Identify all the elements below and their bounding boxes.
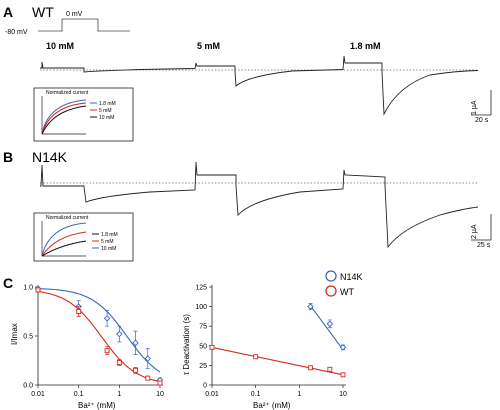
inset-curve-10-b [41,240,87,257]
panel-b-construct: N14K [32,149,68,165]
inset-legend-10-a: 10 mM [99,115,114,121]
inset-legend-1-8-b: 1.8 mM [101,232,118,238]
right-legend: N14K WT [325,270,363,297]
inset-legend-10-b: 10 mM [101,246,116,252]
inset-frame-b [33,212,134,262]
right-point-0-0 [307,303,314,310]
panel-c: C 0.01 0.1 1 100.00.51.0 I/Imax Ba²⁺ (mM) 0… [3,270,363,410]
scalebar-time-label-b: 25 s [477,242,491,249]
left-xtick-label-3: 10 [156,391,164,398]
condition-label-5: 5 mM [197,41,220,51]
left-ytick-label-1: 0.5 [23,334,33,341]
right-marks [209,303,347,378]
legend-marker-n14k [325,270,337,282]
current-trace-wt [40,55,479,116]
inset-legend-1-8-a: 1.8 mM [99,101,116,107]
left-xlabel: Ba²⁺ (mM) [78,401,116,410]
legend-label-n14k: N14K [340,272,363,282]
inset-a: Normalized current 1.8 mM 5 mM 10 mM [33,87,134,142]
left-ytick-label-0: 0.0 [23,383,33,390]
panel-a-letter: A [3,4,13,20]
right-fit-line-0 [310,305,344,351]
panel-c-letter: C [3,275,13,291]
condition-label-1-8: 1.8 mM [350,41,381,51]
left-point-1-4 [133,367,138,373]
legend-label-wt: WT [340,287,354,297]
scalebar-current-label-a: 1 µA [471,100,478,115]
inset-curve-5-b [41,231,87,257]
right-point-0-2 [339,344,347,351]
left-xtick-label-1: 0.1 [74,391,84,398]
scalebar-current-label-b: 2 µA [471,224,478,239]
protocol-holding-label: -80 mV [5,29,28,36]
inset-legend-5-b: 5 mM [101,239,114,245]
right-fit-line-1 [211,346,344,376]
left-ticks: 0.01 0.1 1 10 0.0 0.5 1.0 [23,285,164,399]
inset-title-b: Normalized current [46,215,89,221]
right-point-1-4 [340,372,346,378]
right-ytick-label-3: 75 [199,324,207,331]
left-point-0-3 [116,330,123,338]
left-point-1-2 [104,348,110,354]
left-marks [34,285,164,386]
inset-legend-5-a: 5 mM [99,108,112,114]
right-ytick-label-0: 0 [203,383,207,390]
right-ytick-label-2: 50 [199,343,207,350]
left-xtick-label-2: 1 [117,391,121,398]
panel-b: B N14K 2 µA 25 s Normalized current 1.8 … [3,149,492,262]
panel-a: A WT -80 mV 0 mV 10 mM 5 mM 1.8 mM 1 µA … [3,4,492,142]
left-ylabel: I/Imax [10,323,19,345]
current-trace-n14k [40,161,479,249]
right-xtick-label-2: 1 [297,391,301,398]
left-point-1-0 [35,287,41,293]
chart-inhibition: 0.01 0.1 1 10 0.0 0.5 1.0 I/Imax Ba²⁺ (mM) [10,285,164,410]
inset-curve-5-a [41,102,87,135]
left-point-1-6 [157,380,163,386]
inset-curve-10-a [41,105,87,135]
right-xtick-label-0: 0.01 [205,391,219,398]
legend-marker-wt [325,285,337,297]
panel-b-letter: B [3,149,13,165]
right-xlabel: Ba²⁺ (mM) [253,401,291,410]
panel-a-construct: WT [32,4,54,20]
left-fit-line-1 [37,290,161,383]
right-point-1-3 [327,366,333,372]
left-point-0-2 [103,315,111,322]
right-point-1-1 [253,354,259,360]
right-xtick-label-1: 0.1 [251,391,261,398]
right-ytick-label-1: 25 [199,363,207,370]
condition-label-10: 10 mM [46,41,74,51]
inset-curve-1-8-b [41,222,87,257]
right-ylabel: τ Deactivation (s) [182,314,191,375]
right-point-1-2 [308,365,313,371]
inset-title-a: Normalized current [46,90,89,96]
left-fit-line-0 [37,288,161,373]
scalebar-time-label-a: 20 s [475,117,489,124]
left-point-1-5 [145,375,151,381]
left-point-0-5 [144,355,151,362]
right-ytick-label-4: 100 [195,304,207,311]
left-point-1-1 [76,309,82,314]
protocol-step-label: 0 mV [66,11,83,18]
right-point-0-1 [326,320,334,328]
left-xtick-label-0: 0.01 [31,391,45,398]
voltage-protocol-trace [38,18,130,32]
right-xtick-label-3: 10 [339,391,347,398]
left-point-1-3 [116,360,122,365]
right-ytick-label-5: 125 [195,285,207,292]
left-ytick-label-2: 1.0 [23,285,33,292]
inset-b: Normalized current 1.8 mM 5 mM 10 mM [33,212,134,262]
left-point-0-4 [132,339,139,347]
right-point-1-0 [209,344,215,350]
